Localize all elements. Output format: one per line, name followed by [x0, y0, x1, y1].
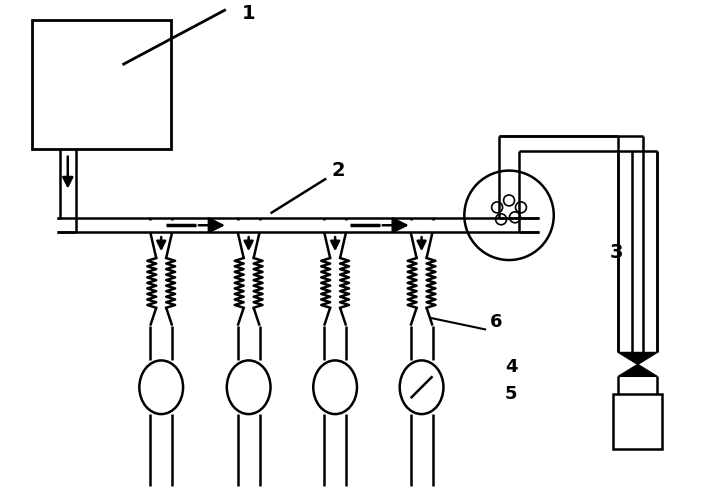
Ellipse shape — [400, 361, 443, 414]
Circle shape — [503, 195, 515, 206]
Bar — [613, 394, 662, 449]
Text: 1: 1 — [242, 4, 255, 23]
Circle shape — [464, 171, 554, 260]
Text: 3: 3 — [610, 243, 623, 262]
Circle shape — [510, 212, 520, 223]
Circle shape — [491, 202, 503, 213]
Text: 2: 2 — [331, 161, 345, 180]
Circle shape — [496, 214, 506, 225]
Bar — [32, 20, 171, 149]
Ellipse shape — [313, 361, 357, 414]
Text: 6: 6 — [490, 312, 503, 331]
Ellipse shape — [227, 361, 271, 414]
Ellipse shape — [140, 361, 183, 414]
Text: 4: 4 — [505, 358, 518, 376]
Text: 5: 5 — [505, 385, 518, 403]
Circle shape — [515, 202, 526, 213]
Polygon shape — [618, 352, 657, 365]
Polygon shape — [618, 365, 657, 376]
